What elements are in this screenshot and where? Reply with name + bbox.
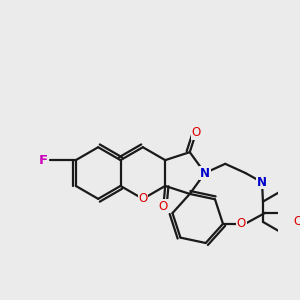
Text: F: F xyxy=(38,154,47,166)
Text: O: O xyxy=(191,126,201,140)
Text: N: N xyxy=(257,176,267,189)
Text: O: O xyxy=(293,215,300,228)
Text: O: O xyxy=(138,192,148,205)
Text: O: O xyxy=(237,217,246,230)
Text: N: N xyxy=(200,167,210,179)
Text: O: O xyxy=(159,200,168,213)
